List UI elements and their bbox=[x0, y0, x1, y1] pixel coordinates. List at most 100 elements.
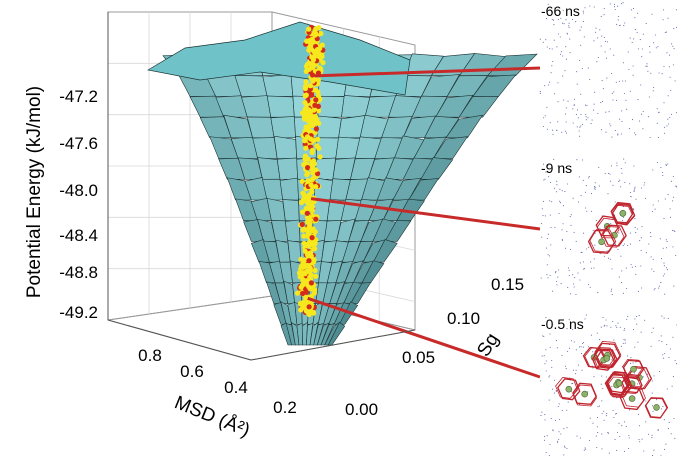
y-ticks: 0.00 0.05 0.10 0.15 bbox=[345, 275, 524, 419]
solvent-dot bbox=[559, 202, 562, 204]
solvent-dot bbox=[629, 191, 631, 194]
solvent-dot bbox=[618, 276, 620, 278]
surface-facet bbox=[458, 95, 500, 118]
solvent-dot bbox=[620, 186, 622, 188]
solvent-dot bbox=[643, 184, 645, 186]
solvent-dot bbox=[546, 274, 548, 276]
solvent-dot bbox=[570, 224, 572, 226]
trajectory-point bbox=[320, 60, 326, 66]
solvent-dot bbox=[631, 119, 634, 121]
solvent-dot bbox=[645, 252, 647, 254]
solvent-dot bbox=[639, 120, 641, 122]
trajectory-point bbox=[300, 290, 306, 297]
solvent-dot bbox=[627, 315, 629, 317]
solvent-dot bbox=[557, 101, 559, 103]
solvent-dot bbox=[556, 347, 558, 349]
solvent-dot bbox=[639, 425, 641, 427]
solvent-dot bbox=[590, 261, 592, 263]
solvent-dot bbox=[663, 357, 665, 359]
solvent-dot bbox=[663, 9, 665, 11]
trajectory-point bbox=[311, 107, 317, 113]
solvent-dot bbox=[601, 400, 603, 402]
solvent-dot bbox=[611, 72, 613, 74]
solvent-dot bbox=[634, 17, 636, 19]
solvent-dot bbox=[577, 272, 579, 274]
solvent-dot bbox=[599, 253, 601, 255]
solvent-dot bbox=[575, 293, 577, 296]
solvent-dot bbox=[549, 274, 551, 277]
solvent-dot bbox=[653, 42, 655, 44]
solvent-dot bbox=[623, 216, 625, 218]
solvent-dot bbox=[667, 95, 669, 97]
trajectory-point bbox=[303, 92, 309, 98]
crystal-cage-inner bbox=[600, 226, 625, 248]
trajectory-point bbox=[300, 110, 306, 116]
solvent-dot bbox=[544, 178, 546, 180]
solvent-dot bbox=[568, 26, 570, 28]
trajectory-point bbox=[313, 273, 319, 279]
solvent-dot bbox=[594, 244, 596, 246]
crystal-cage-inner bbox=[644, 397, 668, 419]
solvent-dot bbox=[600, 383, 602, 385]
solvent-dot bbox=[641, 287, 643, 289]
solvent-dot bbox=[582, 12, 584, 14]
trajectory-point bbox=[294, 290, 301, 296]
trajectory-point bbox=[305, 165, 311, 171]
solvent-dot bbox=[619, 179, 621, 181]
snapshot-panel-1: -66 ns bbox=[539, 2, 677, 139]
z-tick-3: -48.0 bbox=[59, 181, 98, 200]
solvent-dot bbox=[646, 65, 648, 67]
solvent-dot bbox=[601, 448, 603, 450]
solvent-dot bbox=[605, 415, 607, 417]
solvent-dot bbox=[624, 162, 626, 164]
solvent-dot bbox=[601, 100, 604, 102]
solvent-dot bbox=[582, 179, 584, 181]
solvent-dot bbox=[553, 158, 555, 160]
solvent-dot bbox=[549, 81, 551, 83]
solvent-dot bbox=[665, 267, 668, 269]
solvent-dot bbox=[618, 422, 620, 424]
guest-molecule bbox=[581, 390, 589, 398]
solvent-dot bbox=[543, 163, 545, 165]
solvent-dot bbox=[598, 166, 600, 168]
solvent-dot bbox=[597, 56, 599, 59]
solvent-dot bbox=[547, 84, 550, 86]
solvent-dot bbox=[625, 425, 627, 428]
trajectory-point bbox=[304, 38, 310, 44]
surface-facet bbox=[273, 135, 298, 159]
solvent-dot bbox=[622, 62, 624, 64]
solvent-dot bbox=[636, 383, 638, 385]
solvent-dot bbox=[558, 431, 560, 433]
crystal-cage-inner bbox=[606, 376, 630, 399]
solvent-dot bbox=[658, 287, 660, 289]
solvent-dot bbox=[641, 56, 643, 58]
solvent-dot bbox=[641, 226, 643, 228]
solvent-dot bbox=[651, 434, 653, 436]
solvent-dot bbox=[615, 99, 618, 101]
z-tick-4: -48.4 bbox=[59, 226, 98, 245]
solvent-dot bbox=[566, 328, 568, 330]
solvent-dot bbox=[600, 326, 602, 328]
solvent-dot bbox=[554, 419, 557, 421]
solvent-dot bbox=[673, 48, 675, 50]
solvent-dot bbox=[580, 26, 582, 28]
solvent-dot bbox=[604, 172, 606, 175]
crystal-cage bbox=[593, 342, 622, 368]
solvent-dot bbox=[550, 227, 552, 229]
solvent-dot bbox=[615, 81, 617, 83]
surface-rim bbox=[147, 21, 411, 96]
solvent-dot bbox=[582, 261, 585, 263]
surface-facet bbox=[279, 177, 299, 201]
solvent-dot bbox=[662, 19, 664, 21]
solvent-dot bbox=[628, 437, 630, 439]
solvent-dot bbox=[550, 417, 552, 420]
solvent-dot bbox=[547, 164, 549, 167]
solvent-dot bbox=[618, 232, 620, 234]
solvent-dot bbox=[573, 283, 575, 285]
solvent-dot bbox=[562, 55, 564, 57]
solvent-dot bbox=[603, 255, 605, 257]
solvent-dot bbox=[581, 251, 583, 253]
solvent-dot bbox=[567, 286, 569, 288]
solvent-dot bbox=[557, 165, 559, 167]
trajectory-point bbox=[309, 36, 315, 43]
